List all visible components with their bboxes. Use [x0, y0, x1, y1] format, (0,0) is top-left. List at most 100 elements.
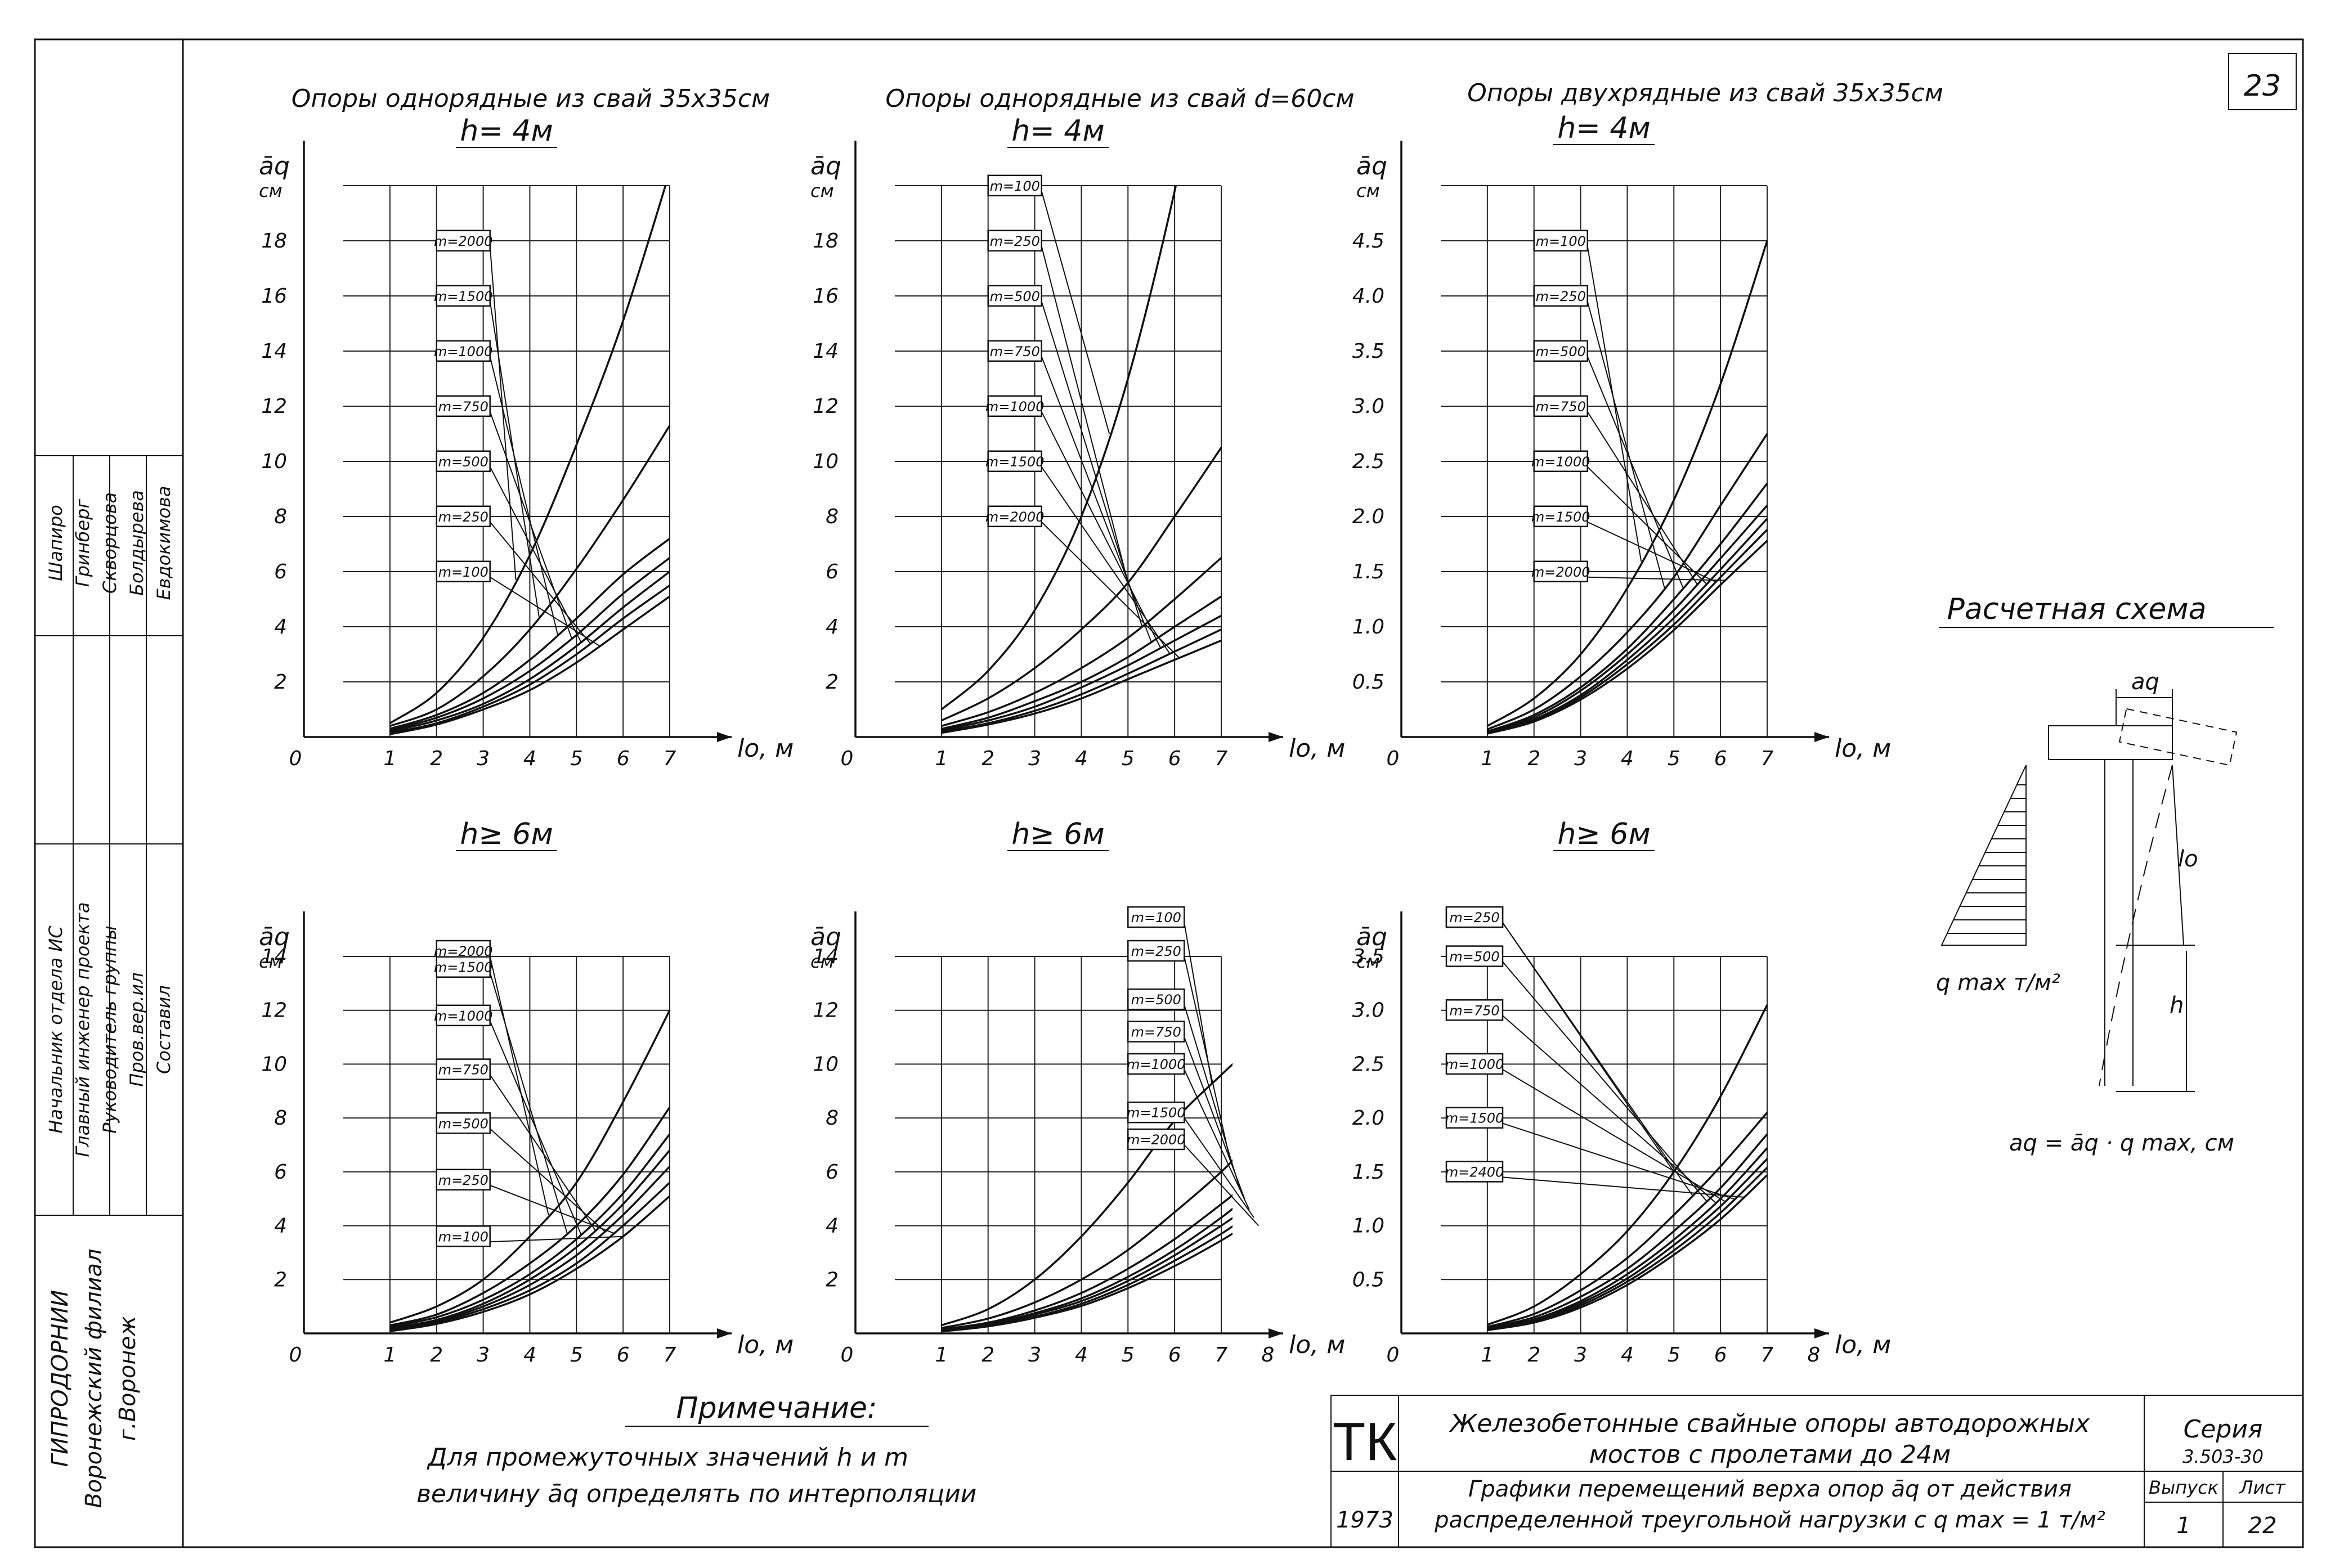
series-label: m=250 — [1536, 289, 1586, 304]
y-tick-label: 14 — [261, 945, 287, 968]
y-tick-label: 18 — [813, 230, 839, 253]
series-label: m=250 — [1449, 910, 1499, 925]
y-tick-label: 14 — [261, 340, 287, 363]
series-label: m=1000 — [985, 399, 1045, 415]
stamp-role: Составил — [153, 985, 174, 1074]
y-tick-label: 10 — [261, 1053, 287, 1076]
series-curve — [941, 557, 1222, 727]
subtitle-line-1: Графики перемещений верха опор āq от дей… — [1468, 1476, 2072, 1502]
series-leader-line — [1502, 1176, 1744, 1198]
inner-frame — [182, 38, 2304, 1548]
y-tick-label: 1.0 — [1352, 1215, 1384, 1238]
group-title-3: Опоры двухрядные из свай 35х35см — [1467, 79, 1943, 107]
series-leader-line — [489, 522, 591, 644]
series-label-box — [987, 340, 1042, 362]
series-label-box — [1445, 945, 1504, 967]
note-line-1: Для промежуточных значений h и m — [427, 1443, 908, 1472]
x-axis-arrow — [1269, 1328, 1283, 1338]
y-tick-label: 4 — [826, 1215, 839, 1238]
series-label: m=500 — [1131, 992, 1181, 1008]
series-leader-line — [1184, 1069, 1250, 1210]
scheme-h-label: h — [2170, 992, 2184, 1018]
y-tick-label: 8 — [826, 505, 839, 528]
x-tick-label: 3 — [1574, 1344, 1587, 1367]
x-axis-label: lo, м — [737, 734, 794, 763]
series-label-box — [987, 395, 1042, 417]
y-tick-label: 6 — [274, 560, 287, 583]
series-leader-line — [1041, 522, 1180, 659]
sheet-number-box: 23 — [2228, 53, 2297, 110]
deflected-axis — [2099, 765, 2173, 1086]
issue-value: 1 — [2176, 1513, 2190, 1539]
series-label: m=100 — [1131, 910, 1181, 925]
series-label-box — [987, 450, 1042, 473]
series-label-box — [1127, 1128, 1185, 1151]
series-leader-line — [1041, 411, 1162, 649]
series-leader-line — [1041, 246, 1129, 583]
x-tick-label: 7 — [1215, 747, 1228, 770]
series-label-box — [1445, 1161, 1504, 1183]
series-curve — [1487, 518, 1768, 734]
x-axis-arrow — [1269, 732, 1283, 742]
series-value: 3.503-30 — [2182, 1446, 2264, 1467]
x-tick-label: 1 — [1481, 1344, 1494, 1367]
series-label: m=2400 — [1445, 1164, 1504, 1180]
x-tick-label: 1 — [383, 1344, 396, 1367]
y-axis-unit: см — [810, 180, 834, 201]
x-tick-label: 4 — [1075, 1344, 1088, 1367]
x-tick-label: 6 — [1714, 1344, 1727, 1367]
x-tick-label: 8 — [1807, 1344, 1820, 1367]
stamp-name: Евдокимова — [153, 486, 174, 600]
cap-beam — [2048, 725, 2173, 760]
x-axis-arrow — [717, 732, 732, 742]
series-leader-line — [1184, 1037, 1245, 1199]
series-curve — [1487, 1147, 1768, 1331]
series-label: m=250 — [438, 1172, 488, 1188]
series-label-box — [987, 174, 1042, 197]
series-curve — [389, 1009, 671, 1324]
series-curve — [389, 425, 671, 727]
series-curve — [940, 186, 1177, 711]
triangular-load — [1940, 765, 2027, 946]
series-leader-line — [1041, 466, 1171, 654]
series-label: m=250 — [438, 509, 488, 525]
x-tick-label: 5 — [1122, 1344, 1135, 1367]
y-tick-label: 1.5 — [1352, 1161, 1384, 1184]
x-tick-label: 2 — [982, 747, 994, 770]
series-label-box — [1127, 1053, 1185, 1075]
series-label: m=1500 — [1445, 1111, 1504, 1126]
series-curve — [389, 1149, 671, 1329]
y-tick-label: 2 — [826, 1268, 839, 1291]
series-label-box — [436, 1112, 491, 1134]
y-tick-label: 12 — [261, 999, 287, 1022]
calculation-scheme: Расчетная схема aq lo h q max т/м² aq = … — [1936, 592, 2274, 1156]
series-leader-line — [1587, 576, 1726, 581]
series-label: m=1000 — [434, 344, 493, 360]
series-label-box — [987, 285, 1042, 307]
series-leader-line — [489, 1021, 582, 1235]
series-curve — [1487, 505, 1768, 733]
series-label: m=100 — [990, 178, 1040, 194]
x-tick-label: 0 — [289, 1344, 302, 1367]
series-label: m=750 — [438, 399, 488, 415]
y-axis-unit: см — [1356, 180, 1380, 201]
series-label: m=250 — [990, 233, 1040, 249]
series-label-box — [1127, 940, 1185, 962]
y-tick-label: 2 — [274, 671, 287, 694]
note-block: Примечание: Для промежуточных значений h… — [416, 1391, 976, 1508]
series-curve — [1487, 529, 1768, 734]
series-label: m=2000 — [1127, 1132, 1186, 1148]
series-curve — [389, 537, 671, 730]
series-label-box — [436, 450, 491, 473]
y-tick-label: 3.5 — [1352, 340, 1384, 363]
x-tick-label: 0 — [841, 747, 854, 770]
y-axis-label: āq — [810, 152, 841, 181]
x-tick-label: 5 — [1668, 747, 1680, 770]
x-tick-label: 1 — [383, 747, 396, 770]
note-title: Примечание: — [676, 1391, 877, 1425]
